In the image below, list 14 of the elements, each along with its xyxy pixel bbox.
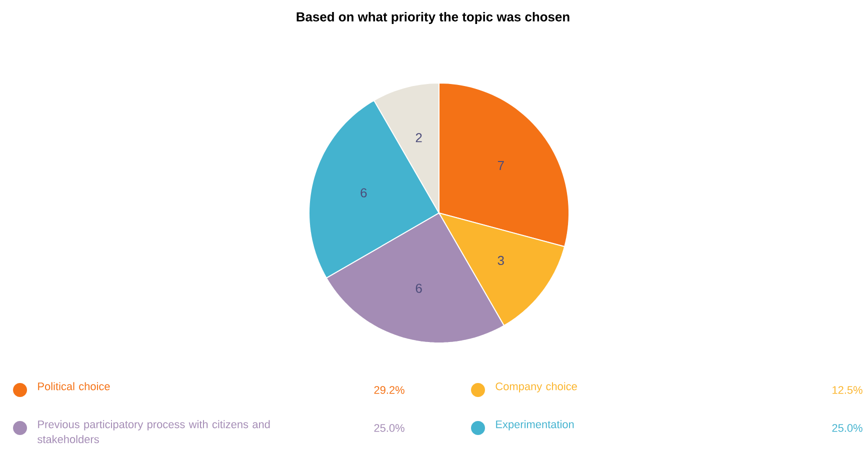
data-label: 7 [498, 161, 504, 170]
data-label: 6 [360, 188, 367, 198]
legend-label: Company choice [496, 382, 577, 392]
text: 25.0% [374, 424, 404, 432]
legend-label: Previous participatory process with citizens and stakeholders [38, 420, 270, 444]
data-label: 2 [416, 133, 422, 142]
chart-title: Based on what priority the topic was chosen [296, 12, 570, 24]
text: 12.5% [832, 386, 862, 394]
legend-label: Experimentation [496, 420, 574, 430]
text: 25.0% [832, 424, 862, 432]
text: 29.2% [374, 386, 404, 394]
legend-label: Political choice [38, 382, 110, 390]
data-label: 6 [416, 284, 422, 293]
data-label: 3 [498, 256, 504, 266]
